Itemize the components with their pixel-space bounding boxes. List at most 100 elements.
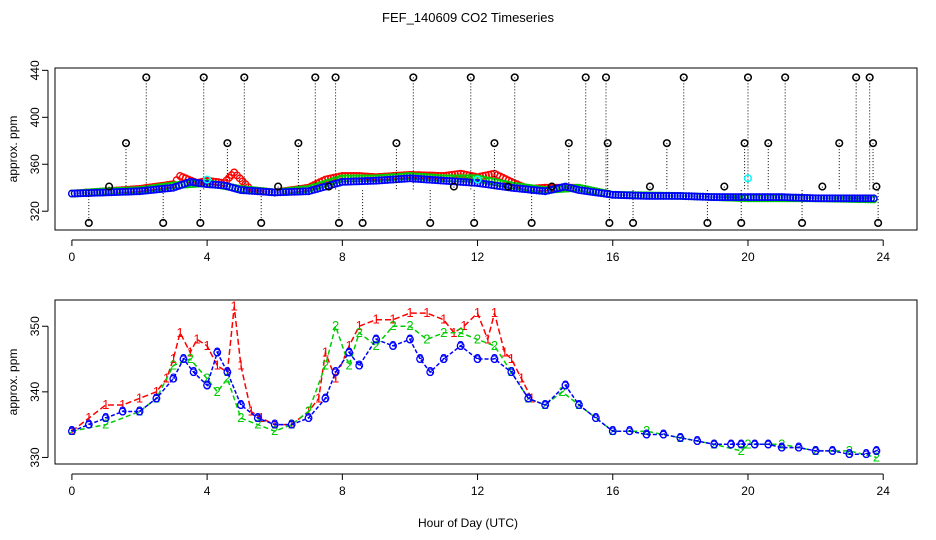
top-point-channel-3 — [642, 192, 651, 200]
top-point-spikes — [196, 218, 205, 228]
series-3-point — [862, 450, 871, 459]
series-1-label: 1 — [389, 312, 396, 327]
top-point-channel-3 — [431, 176, 440, 185]
top-point-spikes — [764, 139, 773, 148]
top-point-channel-3 — [715, 193, 724, 202]
top-point-channel-3 — [414, 174, 423, 183]
top-point-channel-3 — [290, 187, 299, 196]
top-point-channel-3 — [380, 176, 389, 185]
series-2-label: 2 — [187, 351, 194, 366]
top-point-channel-3 — [135, 187, 144, 196]
series-3-point — [490, 355, 499, 363]
top-point-channel-3 — [344, 177, 352, 186]
top-point-channel-3 — [104, 188, 113, 197]
top-point-channel-3 — [208, 180, 217, 189]
top-point-channel-3 — [842, 194, 851, 203]
top-point-channel-3 — [282, 188, 290, 196]
series-3-label: 3 — [778, 440, 785, 455]
series-3-label: 3 — [765, 436, 772, 451]
top-point-channel-3 — [487, 181, 496, 189]
series-2-label: 2 — [254, 417, 261, 432]
top-point-channel-3 — [101, 188, 110, 197]
top-point-spikes — [740, 139, 749, 148]
top-y-tick-label: 400 — [28, 107, 42, 127]
top-point-spikes — [628, 218, 638, 228]
top-point-channel-3 — [786, 193, 795, 202]
x-axis-label: Hour of Day (UTC) — [418, 516, 518, 530]
top-point-spikes — [294, 139, 303, 148]
series-3-label: 3 — [389, 338, 396, 353]
top-point-spikes — [547, 182, 556, 191]
series-3-point — [203, 381, 212, 390]
series-3-point — [845, 450, 854, 459]
series-3-point — [345, 348, 354, 357]
top-point-channel-3 — [608, 190, 617, 199]
top-point-channel-3 — [698, 192, 707, 201]
top-point-channel-3 — [129, 187, 138, 196]
series-3-label: 3 — [416, 351, 423, 366]
top-point-channel-3 — [864, 194, 873, 203]
top-point-spikes — [798, 218, 807, 228]
top-point-channel-3 — [777, 193, 786, 202]
top-point-channel-3 — [211, 180, 220, 189]
series-1-label: 1 — [119, 397, 126, 412]
series-2-label: 2 — [102, 417, 109, 432]
top-point-channel-3 — [473, 179, 482, 187]
top-point-channel-3 — [600, 189, 609, 198]
top-y-tick-label: 320 — [28, 201, 42, 221]
top-point-channel-3 — [825, 194, 834, 203]
top-point-channel-3 — [369, 176, 378, 185]
series-3-label: 3 — [575, 397, 582, 412]
top-point-channel-3 — [731, 193, 740, 202]
top-point-channel-3 — [513, 184, 521, 193]
top-point-channel-3 — [363, 177, 372, 185]
top-point-channel-3 — [293, 187, 302, 196]
top-point-channel-3 — [856, 194, 865, 203]
series-3-point — [189, 368, 198, 377]
top-point-channel-3 — [746, 193, 755, 202]
series-3-line — [71, 338, 877, 455]
top-point-channel-3 — [639, 191, 648, 200]
bottom-x-tick-label: 16 — [606, 484, 620, 498]
top-point-spikes — [679, 73, 688, 82]
top-point-channel-3 — [532, 186, 541, 195]
top-point-channel-3 — [755, 193, 764, 202]
top-point-channel-3 — [253, 187, 262, 196]
series-3-point — [561, 381, 570, 390]
top-point-channel-3 — [529, 186, 538, 195]
top-point-channel-3 — [146, 186, 155, 195]
series-2-label: 2 — [224, 371, 231, 386]
top-point-channel-3 — [518, 184, 527, 193]
top-point-channel-3 — [360, 177, 369, 186]
top-point-channel-3 — [217, 181, 226, 190]
top-point-channel-3 — [144, 186, 152, 195]
top-point-channel-3 — [648, 192, 657, 200]
top-point-channel-3 — [377, 176, 386, 185]
series-3-point — [389, 341, 397, 350]
top-point-channel-3 — [482, 180, 490, 189]
top-point-channel-3 — [436, 176, 445, 185]
series-3-point — [321, 394, 330, 403]
top-point-channel-3 — [693, 192, 702, 201]
top-point-channel-3 — [723, 193, 732, 202]
series-1-label: 1 — [204, 338, 211, 353]
series-1-label: 1 — [356, 318, 363, 333]
series-1-label: 1 — [136, 390, 143, 405]
top-point-spikes — [490, 139, 499, 148]
series-3-label: 3 — [204, 377, 211, 392]
top-point-channel-3 — [236, 186, 245, 195]
series-3-point — [101, 414, 110, 423]
series-2-label: 2 — [389, 318, 396, 333]
bottom-x-tick-label: 4 — [204, 484, 211, 498]
series-3-label: 3 — [68, 423, 75, 438]
series-1-label: 1 — [332, 371, 339, 386]
top-point-spikes — [605, 218, 614, 228]
series-3-label: 3 — [829, 443, 836, 458]
top-point-channel-3 — [115, 187, 124, 196]
top-point-channel-3 — [760, 193, 769, 202]
series-3-label: 3 — [427, 364, 434, 379]
top-point-channel-3 — [279, 188, 288, 197]
series-2-label: 2 — [305, 404, 312, 419]
bottom-y-tick-label: 340 — [28, 382, 42, 402]
